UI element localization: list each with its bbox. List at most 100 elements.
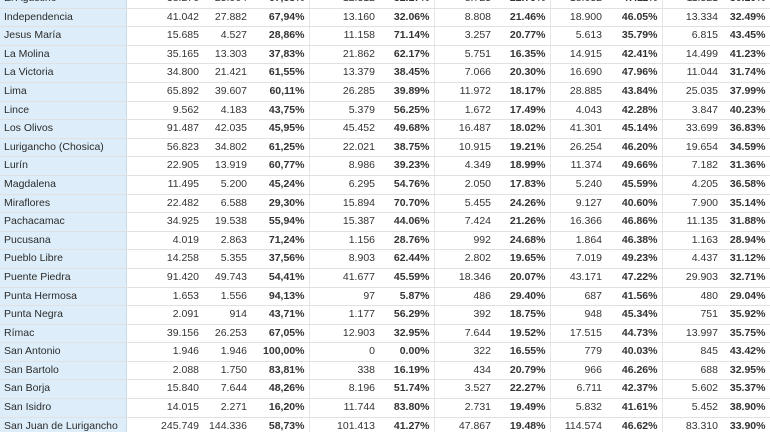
- count-cell: 35.165: [126, 45, 203, 65]
- district-name-cell: Lurín: [0, 156, 127, 176]
- percentage-cell: 0.00%: [379, 342, 435, 362]
- district-name-cell: Pachacamac: [0, 212, 127, 232]
- count-cell: 28.885: [550, 82, 606, 102]
- count-cell: 480: [662, 287, 722, 307]
- count-cell: 7.019: [550, 249, 606, 269]
- table-row: Puente Piedra 91.420 49.743 54,41% 41.677 45.…: [0, 268, 770, 288]
- percentage-cell: 29,30%: [251, 194, 310, 214]
- count-cell: 0: [309, 342, 379, 362]
- count-cell: 25.964: [203, 0, 251, 9]
- table-row: Pueblo Libre 14.258 5.355 37,56% 8.903 62.44%…: [0, 249, 770, 269]
- district-name-cell: La Victoria: [0, 63, 127, 83]
- count-cell: 8.196: [309, 379, 379, 400]
- count-cell: 45.452: [309, 119, 379, 139]
- count-cell: 4.183: [203, 101, 251, 121]
- count-cell: 7.182: [662, 156, 722, 176]
- count-cell: 14.499: [662, 45, 722, 65]
- count-cell: 15.840: [126, 379, 203, 400]
- percentage-cell: 18.75%: [495, 305, 551, 325]
- count-cell: 12.903: [309, 324, 379, 344]
- percentage-cell: 47.96%: [606, 63, 663, 83]
- count-cell: 21.862: [309, 45, 379, 65]
- count-cell: 434: [434, 361, 495, 381]
- count-cell: 3.847: [662, 101, 722, 121]
- table-row: San Antonio 1.946 1.946 100,00% 0 0.00% 322 16.…: [0, 342, 770, 362]
- count-cell: 1.653: [126, 287, 203, 307]
- count-cell: 3.257: [434, 26, 495, 46]
- count-cell: 15.387: [309, 212, 379, 232]
- percentage-cell: 33.90%: [722, 417, 770, 432]
- count-cell: 144.336: [203, 417, 251, 432]
- percentage-cell: 83,81%: [251, 361, 310, 381]
- count-cell: 7.066: [434, 63, 495, 83]
- district-name-cell: Pucusana: [0, 231, 127, 251]
- count-cell: 5.200: [203, 175, 251, 195]
- percentage-cell: 35.79%: [606, 26, 663, 46]
- count-cell: 22.021: [309, 138, 379, 158]
- count-cell: 4.437: [662, 249, 722, 269]
- percentage-cell: 28.76%: [379, 231, 435, 251]
- count-cell: 5.832: [550, 398, 606, 418]
- percentage-cell: 56.25%: [379, 101, 435, 121]
- district-name-cell: San Juan de Lurigancho: [0, 417, 127, 432]
- percentage-cell: 56.29%: [379, 305, 435, 325]
- count-cell: 338: [309, 361, 379, 381]
- percentage-cell: 30.10%: [722, 0, 770, 9]
- count-cell: 14.915: [550, 45, 606, 65]
- percentage-cell: 45.14%: [606, 119, 663, 139]
- count-cell: 992: [434, 231, 495, 251]
- count-cell: 91.420: [126, 268, 203, 288]
- count-cell: 2.802: [434, 249, 495, 269]
- count-cell: 7.644: [434, 324, 495, 344]
- percentage-cell: 43,71%: [251, 305, 310, 325]
- count-cell: 7.900: [662, 194, 722, 214]
- percentage-cell: 46.86%: [606, 212, 663, 232]
- count-cell: 1.163: [662, 231, 722, 251]
- count-cell: 43.171: [550, 268, 606, 288]
- percentage-cell: 32.71%: [722, 268, 770, 288]
- percentage-cell: 38.90%: [722, 398, 770, 418]
- count-cell: 10.915: [434, 138, 495, 158]
- district-name-cell: Miraflores: [0, 194, 127, 214]
- count-cell: 14.258: [126, 249, 203, 269]
- district-name-cell: Puente Piedra: [0, 268, 127, 288]
- count-cell: 6.711: [550, 379, 606, 400]
- table-row: Magdalena 11.495 5.200 45,24% 6.295 54.76% 2.0…: [0, 175, 770, 195]
- count-cell: 322: [434, 342, 495, 362]
- percentage-cell: 41.27%: [379, 417, 435, 432]
- count-cell: 39.607: [203, 82, 251, 102]
- percentage-cell: 43,75%: [251, 101, 310, 121]
- count-cell: 11.135: [662, 212, 722, 232]
- count-cell: 1.750: [203, 361, 251, 381]
- count-cell: 914: [203, 305, 251, 325]
- district-name-cell: Jesus María: [0, 26, 127, 46]
- percentage-cell: 49.68%: [379, 119, 435, 139]
- count-cell: 392: [434, 305, 495, 325]
- count-cell: 41.301: [550, 119, 606, 139]
- percentage-cell: 43.45%: [722, 26, 770, 46]
- count-cell: 11.158: [309, 26, 379, 46]
- table-row: Pucusana 4.019 2.863 71,24% 1.156 28.76% 992 24…: [0, 231, 770, 251]
- count-cell: 4.043: [550, 101, 606, 121]
- percentage-cell: 17.49%: [495, 101, 551, 121]
- percentage-cell: 41.56%: [606, 287, 663, 307]
- count-cell: 12.312: [309, 0, 379, 9]
- percentage-cell: 44.06%: [379, 212, 435, 232]
- percentage-cell: 39.89%: [379, 82, 435, 102]
- percentage-cell: 42.37%: [606, 379, 663, 400]
- district-name-cell: Los Olivos: [0, 119, 127, 139]
- percentage-cell: 54,41%: [251, 268, 310, 288]
- table-row: San Isidro 14.015 2.271 16,20% 11.744 83.80% 2…: [0, 398, 770, 418]
- table-row: San Bartolo 2.088 1.750 83,81% 338 16.19% 434 2…: [0, 361, 770, 381]
- percentage-cell: 100,00%: [251, 342, 310, 362]
- count-cell: 8.986: [309, 156, 379, 176]
- table-row: Rímac 39.156 26.253 67,05% 12.903 32.95% 7.644…: [0, 324, 770, 344]
- count-cell: 1.177: [309, 305, 379, 325]
- percentage-cell: 17.83%: [495, 175, 551, 195]
- percentage-cell: 61,25%: [251, 138, 310, 158]
- count-cell: 1.946: [126, 342, 203, 362]
- count-cell: 41.677: [309, 268, 379, 288]
- count-cell: 13.919: [203, 156, 251, 176]
- count-cell: 11.972: [434, 82, 495, 102]
